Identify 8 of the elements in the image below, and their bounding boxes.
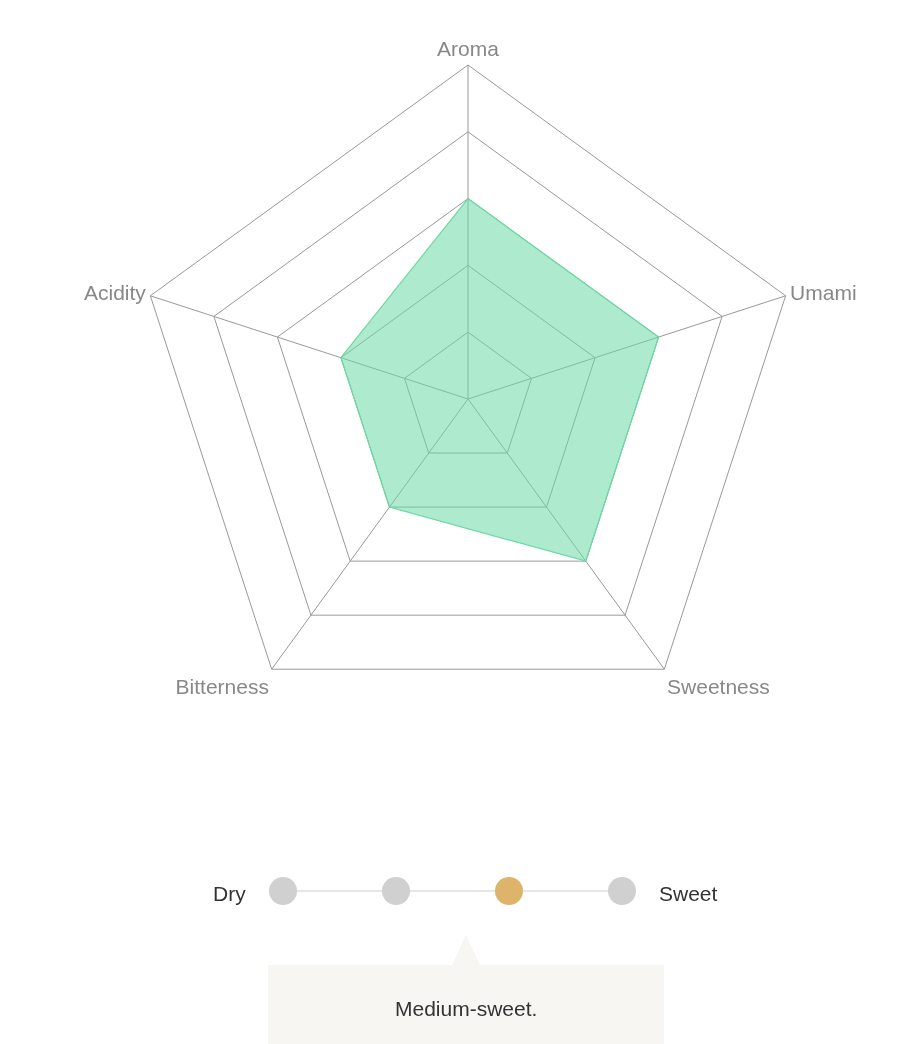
text: Medium-sweet. (395, 997, 538, 1020)
spoke-label: Sweetness (667, 675, 770, 699)
spoke-label: Bitterness (175, 675, 269, 699)
spoke-label: Acidity (84, 281, 147, 305)
spoke-label: Umami (790, 281, 857, 305)
text: Sweet (659, 882, 718, 905)
spoke-label: Aroma (437, 37, 500, 61)
text: Dry (213, 882, 247, 905)
